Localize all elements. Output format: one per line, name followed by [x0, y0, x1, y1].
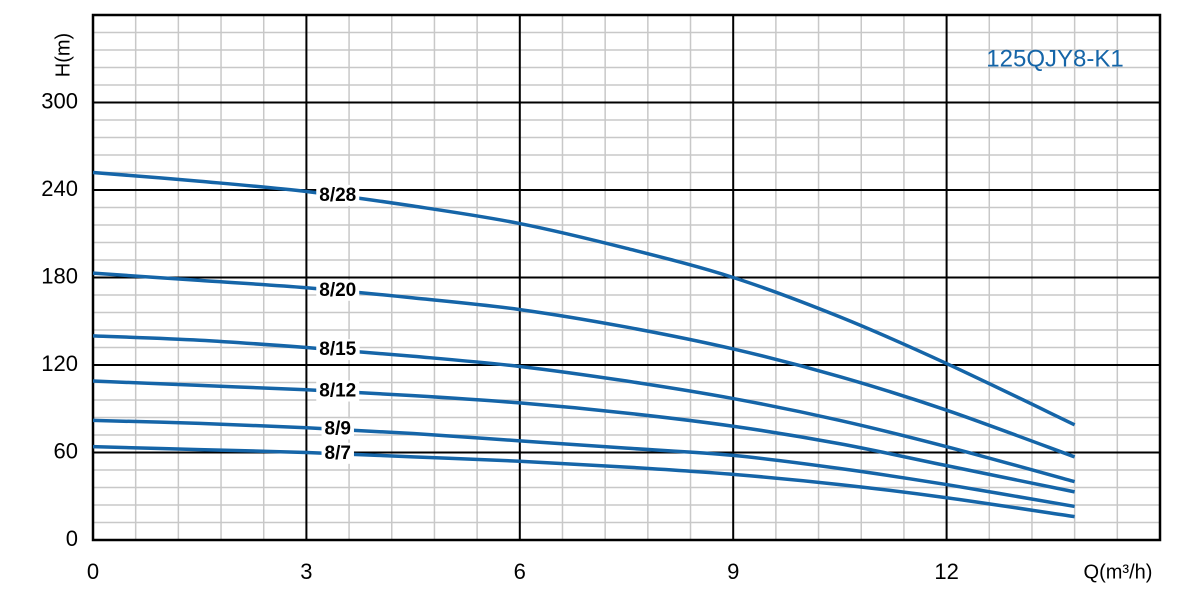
y-axis-label: H(m) [52, 33, 74, 77]
y-tick-label: 300 [41, 88, 78, 113]
curve-label: 8/12 [319, 381, 356, 402]
curve [92, 271, 1076, 459]
x-axis-label: Q(m³/h) [1084, 561, 1153, 583]
y-tick-label: 240 [41, 176, 78, 201]
y-tick-label: 120 [41, 351, 78, 376]
label-background [316, 380, 360, 402]
x-tick-label: 12 [934, 559, 958, 584]
x-tick-label: 3 [300, 559, 312, 584]
curve-labels: 8/28 8/20 8/15 8/12 8/9 8/7 [316, 184, 360, 464]
curve [92, 170, 1076, 427]
curve-label: 8/7 [325, 443, 351, 464]
x-tick-label: 0 [87, 559, 99, 584]
label-background [321, 442, 354, 464]
curve [92, 379, 1075, 494]
curve [92, 334, 1076, 484]
curve-label: 8/9 [325, 418, 351, 439]
y-tick-label: 180 [41, 263, 78, 288]
chart-title: 125QJY8-K1 [986, 45, 1123, 72]
curve [92, 444, 1075, 519]
curve-label: 8/28 [319, 185, 356, 206]
grid [91, 13, 1162, 542]
curve-label: 8/15 [319, 339, 356, 360]
curve-label: 8/20 [319, 280, 356, 301]
label-background [316, 339, 360, 361]
x-tick-label: 6 [514, 559, 526, 584]
plot-border [91, 13, 1162, 542]
label-background [316, 184, 360, 206]
y-tick-label: 0 [66, 526, 78, 551]
curves [92, 170, 1076, 519]
curve [92, 418, 1075, 509]
label-background [321, 418, 354, 440]
x-tick-label: 9 [727, 559, 739, 584]
label-background [316, 279, 360, 301]
y-tick-label: 60 [54, 438, 78, 463]
